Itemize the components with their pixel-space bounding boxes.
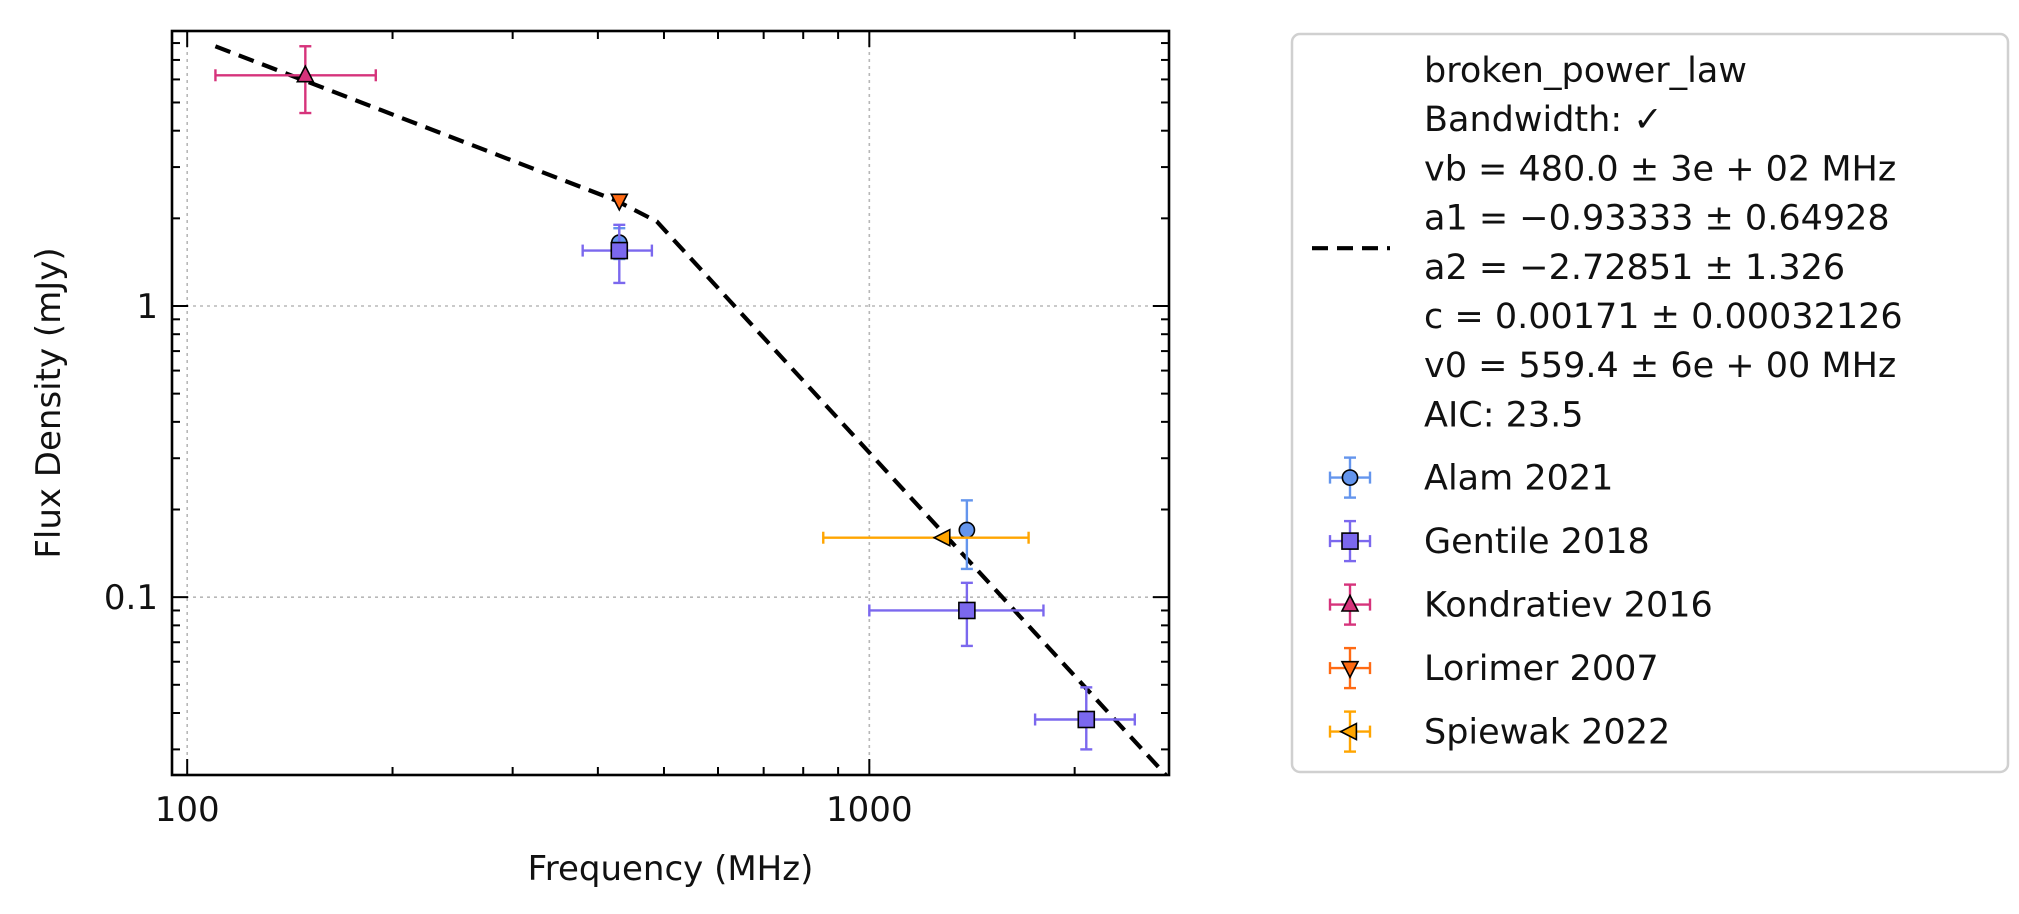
series-kondratiev-2016: [214, 45, 377, 115]
legend-fit-line: c = 0.00171 ± 0.00032126: [1424, 297, 1903, 337]
x-axis-title: Frequency (MHz): [528, 849, 814, 889]
legend-label: Kondratiev 2016: [1424, 586, 1713, 626]
legend-box: [1290, 32, 2010, 774]
legend-entry: Alam 2021: [1328, 456, 1613, 499]
series-gentile-2018: [581, 223, 1136, 751]
x-tick-label: 100: [155, 790, 220, 830]
data-points-layer: [214, 45, 1136, 751]
legend-marker: [1340, 660, 1360, 680]
legend-label: Lorimer 2007: [1424, 649, 1659, 689]
plot-frame: [170, 29, 1171, 777]
tick-labels: 100 1000 0.1 1: [104, 287, 913, 830]
legend-fit-line: vb = 480.0 ± 3e + 02 MHz: [1424, 149, 1896, 189]
legend-entry: Kondratiev 2016: [1328, 583, 1713, 626]
data-point: [822, 528, 1030, 548]
series-spiewak-2022: [822, 528, 1030, 548]
fit-curve: [214, 44, 1168, 775]
legend-label: Gentile 2018: [1424, 522, 1650, 562]
point-marker: [1077, 710, 1096, 729]
legend-marker: [1339, 722, 1358, 741]
axis-ticks: [172, 31, 1169, 775]
y-tick-label: 1: [136, 287, 158, 327]
legend-fit-line: v0 = 559.4 ± 6e + 00 MHz: [1424, 346, 1896, 386]
legend-label: Spiewak 2022: [1424, 713, 1670, 753]
legend-fit-line: AIC: 23.5: [1424, 395, 1584, 435]
point-marker: [296, 64, 315, 83]
legend-entry: Spiewak 2022: [1328, 710, 1670, 753]
data-point: [214, 45, 377, 115]
grid: [172, 31, 1169, 775]
legend-marker: [1340, 593, 1360, 612]
series-alam-2021: [610, 227, 976, 571]
series-lorimer-2007: [609, 193, 629, 212]
point-marker: [610, 241, 629, 260]
y-tick-label: 0.1: [104, 578, 158, 618]
data-point: [581, 223, 654, 285]
legend-marker: [1341, 532, 1359, 550]
data-point: [868, 581, 1045, 648]
legend-fit-line: a2 = −2.72851 ± 1.326: [1424, 248, 1845, 288]
point-marker: [958, 521, 976, 539]
legend-label: Alam 2021: [1424, 459, 1613, 499]
legend-marker: [1341, 469, 1359, 486]
point-marker: [932, 528, 951, 548]
point-marker: [958, 601, 976, 620]
y-axis-title: Flux Density (mJy): [29, 247, 69, 558]
fit-curve-layer: [214, 44, 1168, 775]
legend: broken_power_law Bandwidth: ✓ vb = 480.0 ±…: [1290, 32, 2010, 774]
x-tick-label: 1000: [826, 790, 913, 830]
legend-fit-line: a1 = −0.93333 ± 0.64928: [1424, 199, 1890, 239]
legend-fit-line: Bandwidth: ✓: [1424, 100, 1663, 140]
data-point: [958, 499, 976, 571]
legend-fit-line: broken_power_law: [1424, 51, 1747, 91]
data-point: [609, 193, 629, 212]
legend-entry-fit: broken_power_law Bandwidth: ✓ vb = 480.0 ±…: [1312, 51, 1903, 435]
legend-entry: Gentile 2018: [1328, 519, 1650, 563]
data-point: [1033, 686, 1136, 751]
point-marker: [609, 193, 629, 212]
legend-entry: Lorimer 2007: [1328, 646, 1659, 690]
